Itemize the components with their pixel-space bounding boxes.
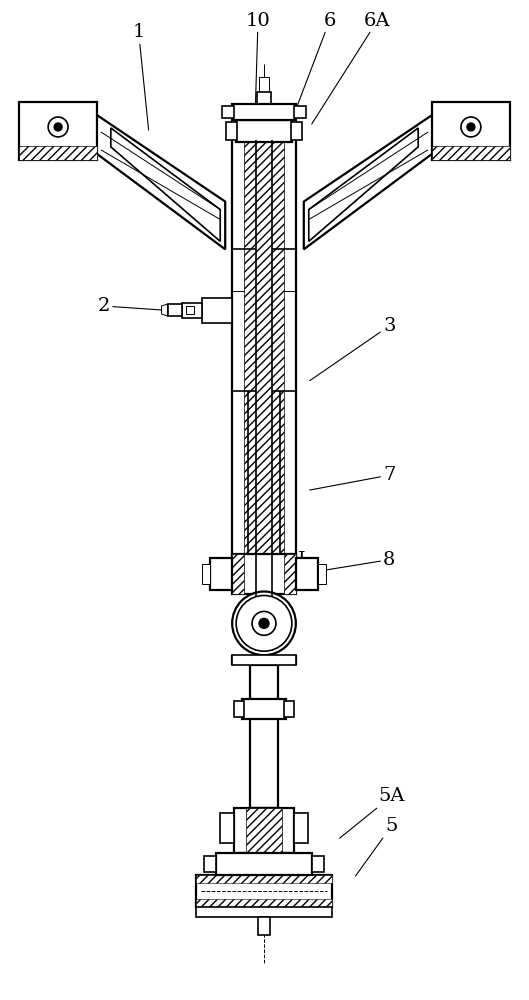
Circle shape — [461, 117, 481, 137]
Polygon shape — [304, 115, 432, 249]
Bar — [291, 122, 302, 140]
Bar — [246, 808, 282, 853]
Bar — [232, 655, 296, 665]
Text: 6A: 6A — [312, 12, 390, 124]
Bar — [234, 808, 294, 853]
Bar — [202, 298, 232, 323]
Text: 7: 7 — [310, 466, 396, 490]
Bar — [318, 564, 326, 584]
Bar — [216, 853, 312, 875]
Circle shape — [232, 592, 296, 655]
Bar — [220, 813, 234, 843]
Bar — [196, 907, 332, 917]
Bar — [186, 306, 194, 314]
Bar — [432, 146, 510, 160]
Circle shape — [48, 117, 68, 137]
Bar — [211, 558, 232, 590]
Circle shape — [252, 611, 276, 635]
Bar — [432, 102, 510, 160]
Bar — [226, 122, 237, 140]
Bar — [232, 104, 296, 120]
Text: 5A: 5A — [340, 787, 405, 838]
Polygon shape — [111, 128, 220, 241]
Bar — [234, 701, 244, 717]
Text: I: I — [282, 551, 306, 570]
Bar — [222, 106, 234, 118]
Bar — [196, 875, 332, 907]
Bar — [244, 140, 284, 572]
Bar — [232, 554, 296, 594]
Text: 3: 3 — [310, 317, 396, 381]
Bar — [294, 813, 308, 843]
Bar — [284, 554, 296, 594]
Bar — [19, 102, 97, 160]
Bar — [242, 699, 286, 719]
Text: 2: 2 — [98, 297, 177, 315]
Circle shape — [467, 123, 475, 131]
Bar — [196, 875, 332, 883]
Bar — [259, 77, 269, 95]
Bar — [258, 917, 270, 935]
Bar — [183, 303, 202, 318]
Text: 10: 10 — [245, 12, 270, 117]
Text: 6: 6 — [292, 12, 336, 120]
Circle shape — [54, 123, 62, 131]
Polygon shape — [161, 304, 168, 316]
Bar — [294, 106, 306, 118]
Circle shape — [259, 618, 269, 628]
Circle shape — [236, 595, 292, 651]
Bar — [296, 558, 318, 590]
Bar — [312, 856, 324, 872]
Text: 5: 5 — [355, 817, 397, 876]
Polygon shape — [97, 115, 225, 249]
Bar — [250, 665, 278, 808]
Bar — [168, 304, 183, 316]
Bar — [196, 899, 332, 907]
Polygon shape — [309, 128, 418, 241]
Bar — [236, 120, 292, 142]
Bar — [202, 564, 211, 584]
Bar — [19, 146, 97, 160]
Bar — [284, 701, 294, 717]
Bar — [232, 554, 244, 594]
Bar — [257, 92, 271, 104]
Text: 1: 1 — [132, 23, 149, 130]
Bar — [204, 856, 216, 872]
Text: 8: 8 — [316, 551, 396, 572]
